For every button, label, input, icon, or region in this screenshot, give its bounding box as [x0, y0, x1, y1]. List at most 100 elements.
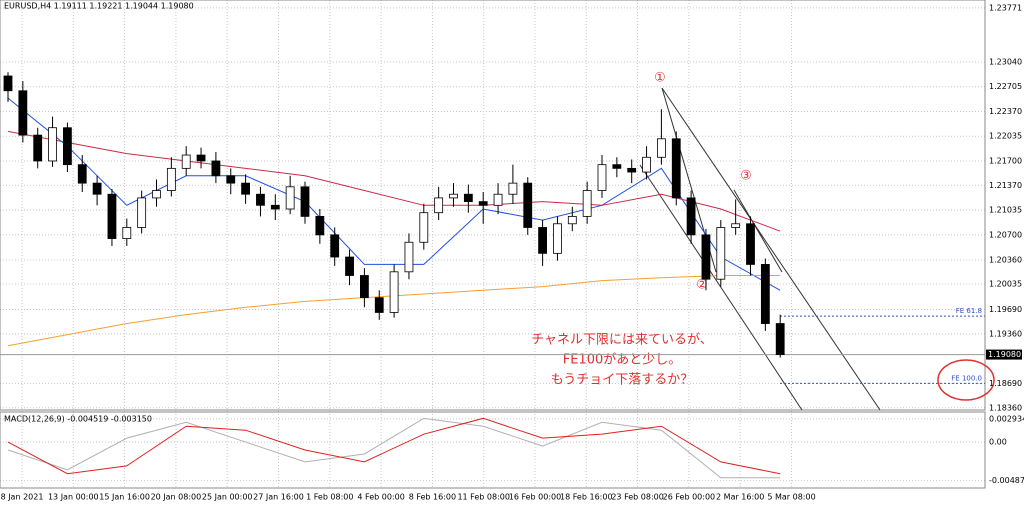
price-tag: [986, 349, 1022, 360]
candle-body: [92, 182, 102, 195]
y-tick-label: 1.18360: [989, 403, 1022, 412]
candle-body: [746, 223, 755, 265]
price-label: 1.19080: [988, 350, 1021, 359]
macd-pane: [0, 411, 986, 489]
candle-body: [419, 212, 429, 243]
y-tick-label: 1.18690: [989, 379, 1022, 388]
candle-body: [137, 197, 147, 228]
x-tick-label: 1 Feb 08:00: [306, 493, 353, 502]
y-tick-label: 1.22370: [989, 107, 1022, 116]
y-tick-label: 0.00: [989, 438, 1007, 447]
annotation: チャネル下限には来ているが、: [531, 333, 713, 348]
main-pane: [0, 0, 986, 411]
candle-body: [671, 138, 681, 199]
y-tick-label: 1.20360: [989, 255, 1022, 264]
macd-line: [7, 417, 781, 475]
y-tick-label: 1.21700: [989, 156, 1022, 165]
candle-body: [152, 190, 161, 199]
marker: ①: [654, 71, 666, 86]
y-tick-label: 1.20700: [989, 230, 1022, 239]
chart-title: EURUSD,H4 1.19111 1.19221 1.19044 1.1908…: [4, 2, 194, 11]
x-tick-label: 16 Feb 00:00: [509, 493, 561, 502]
candle-body: [404, 241, 414, 273]
candle-body: [701, 234, 711, 280]
candle-body: [463, 193, 473, 203]
candle-body: [523, 182, 533, 228]
x-tick-label: 27 Jan 16:00: [253, 493, 304, 502]
candle-body: [374, 297, 384, 313]
fe-label: FE 61.8: [956, 307, 982, 315]
candle-body: [241, 182, 251, 195]
x-tick-label: 25 Jan 00:00: [202, 493, 253, 502]
candle-body: [256, 193, 265, 206]
candle-body: [270, 204, 280, 210]
x-tick-label: 20 Jan 08:00: [151, 493, 202, 502]
candle-body: [196, 154, 206, 162]
candle-body: [18, 90, 28, 136]
x-tick-label: 23 Feb 08:00: [611, 493, 663, 502]
macd-line: [7, 417, 781, 479]
y-tick-label: 1.22035: [989, 132, 1022, 141]
candle-body: [181, 154, 191, 169]
y-tick-label: 0.002934: [989, 414, 1024, 423]
x-tick-label: 13 Jan 00:00: [48, 493, 99, 502]
x-tick-label: 26 Feb 00:00: [663, 493, 715, 502]
y-tick-label: 1.19360: [989, 329, 1022, 338]
y-tick-label: 1.19690: [989, 305, 1022, 314]
channel-line: [661, 87, 881, 411]
candle-body: [775, 323, 785, 355]
x-tick-label: 15 Jan 16:00: [99, 493, 150, 502]
candle-body: [107, 193, 117, 239]
candle-body: [315, 215, 325, 236]
annotation: FE100があと少し。: [563, 353, 682, 368]
x-tick-label: 8 Jan 2021: [1, 493, 44, 502]
candle-body: [3, 75, 13, 92]
candle-body: [508, 182, 518, 195]
candle-body: [716, 227, 726, 280]
candle-body: [627, 167, 637, 173]
channel-line: [733, 189, 783, 273]
fe-label: FE 100.0: [951, 374, 982, 382]
candle-body: [478, 201, 488, 206]
candle-body: [77, 164, 87, 184]
candle-body: [567, 215, 577, 225]
highlight-circle: [937, 359, 995, 401]
y-tick-label: 1.21035: [989, 206, 1022, 215]
y-tick-label: 1.23771: [989, 3, 1022, 12]
annotation: もうチョイ下落するか？: [551, 373, 694, 388]
candle-body: [493, 193, 503, 206]
y-tick-label: 1.23040: [989, 57, 1022, 66]
candle-body: [434, 197, 444, 214]
x-tick-label: 2 Mar 16:00: [716, 493, 764, 502]
candle-body: [597, 164, 607, 191]
candle-body: [122, 227, 132, 239]
candle-body: [760, 264, 770, 324]
candle-body: [642, 156, 651, 173]
y-tick-label: 1.22705: [989, 82, 1022, 91]
candle-body: [33, 134, 43, 162]
candle-body: [226, 175, 236, 184]
marker: ③: [740, 169, 752, 184]
moving-average: [7, 97, 781, 291]
y-tick-label: 1.20035: [989, 280, 1022, 289]
candle-body: [657, 138, 666, 158]
y-tick-label: -0.004874: [989, 476, 1024, 485]
candle-body: [731, 223, 741, 228]
candle-body: [63, 127, 72, 166]
x-tick-label: 5 Mar 08:00: [767, 493, 815, 502]
x-tick-label: 18 Feb 16:00: [560, 493, 612, 502]
marker: ②: [696, 278, 708, 293]
candle-body: [166, 167, 176, 191]
candle-body: [48, 127, 57, 162]
macd-title: MACD(12,26,9) -0.004519 -0.003150: [4, 415, 152, 424]
candle-body: [359, 275, 369, 299]
candle-body: [345, 256, 354, 276]
x-tick-label: 8 Feb 16:00: [409, 493, 456, 502]
y-tick-label: 1.21370: [989, 181, 1022, 190]
candle-body: [686, 197, 696, 236]
candle-body: [389, 271, 399, 313]
channel-line: [639, 164, 803, 411]
candle-body: [538, 227, 547, 254]
candle-body: [582, 190, 592, 217]
